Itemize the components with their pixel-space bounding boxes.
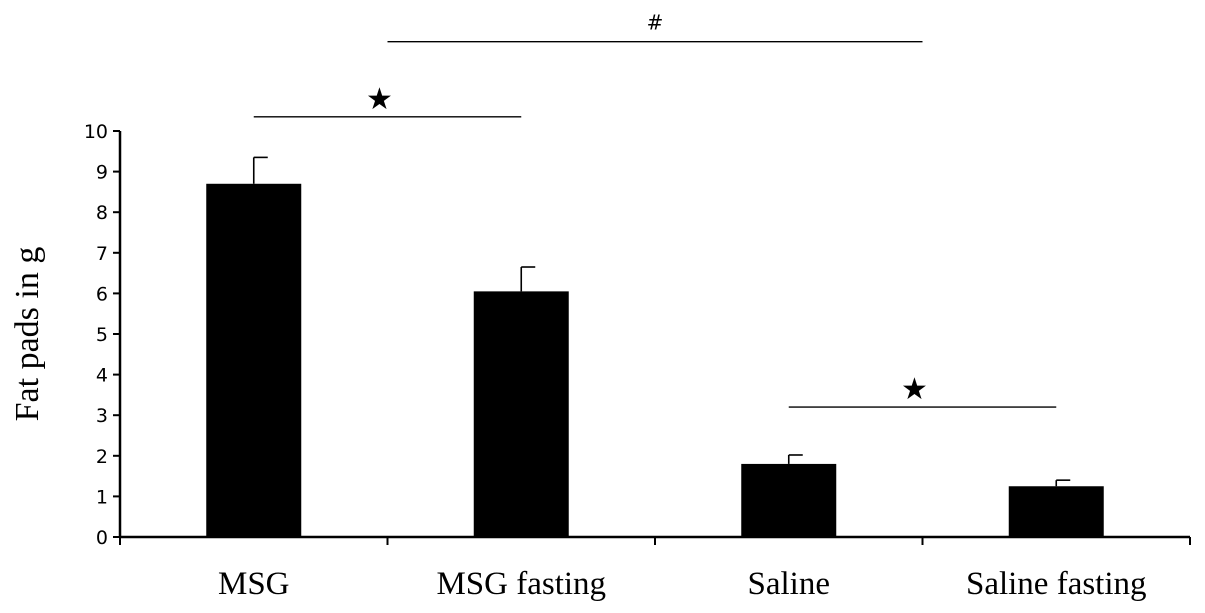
x-tick-label: Saline — [748, 566, 830, 602]
y-tick-label: 9 — [96, 162, 108, 184]
x-tick-label: Saline fasting — [966, 566, 1147, 602]
y-tick-label: 7 — [96, 243, 108, 265]
bar — [473, 291, 569, 537]
x-tick-label: MSG fasting — [436, 566, 606, 602]
y-tick-label: 10 — [84, 121, 108, 143]
significance-label: ★ — [901, 372, 928, 407]
y-tick-label: 6 — [96, 283, 108, 305]
y-tick-label: 3 — [96, 405, 108, 427]
y-tick-label: 4 — [96, 365, 108, 387]
y-tick-label: 2 — [96, 446, 108, 468]
y-tick-label: 1 — [96, 486, 108, 508]
significance-label: ★ — [366, 82, 393, 117]
y-tick-label: 8 — [96, 202, 108, 224]
bar — [741, 463, 837, 537]
x-tick-label: MSG — [218, 566, 290, 602]
y-axis-label: Fat pads in g — [9, 247, 46, 422]
significance-label: # — [647, 11, 664, 35]
y-tick-label: 5 — [96, 324, 108, 346]
bar — [1008, 486, 1104, 537]
y-tick-label: 0 — [96, 527, 108, 549]
bar — [206, 183, 302, 537]
